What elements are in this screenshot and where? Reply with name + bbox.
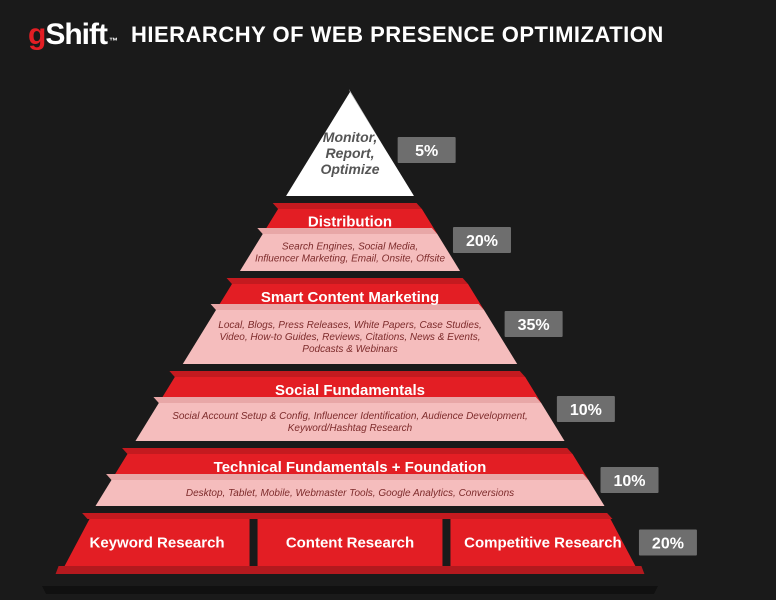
- logo: gShift™: [28, 18, 117, 52]
- pyramid-stage: Monitor,Report,Optimize 5% Distribution Sea…: [0, 66, 776, 600]
- base-bottomface: [56, 566, 645, 574]
- tier-technical-fundamentals-title-text: Technical Fundamentals + Foundation: [214, 459, 487, 476]
- tier-distribution-sub-front: [240, 234, 460, 271]
- tier-smart-content-title-topface: [227, 278, 468, 284]
- tier-technical-fundamentals-pct: 10%: [614, 473, 646, 490]
- pyramid-shadow: [42, 586, 658, 594]
- tier-social-fundamentals-title-topface: [169, 371, 525, 377]
- pyramid-svg: Monitor,Report,Optimize 5% Distribution Sea…: [0, 66, 776, 600]
- page-title: HIERARCHY OF WEB PRESENCE OPTIMIZATION: [131, 22, 664, 48]
- base-pct: 20%: [652, 536, 684, 553]
- tier-smart-content-sub-1: Video, How-to Guides, Reviews, Citations…: [219, 332, 480, 343]
- tier-smart-content-title-text: Smart Content Marketing: [261, 289, 439, 306]
- tier-technical-fundamentals-title-topface: [122, 448, 572, 454]
- logo-shift: Shift: [45, 18, 107, 52]
- tier-social-fundamentals-sub-0: Social Account Setup & Config, Influence…: [172, 411, 528, 422]
- tier-technical-fundamentals-sub-0: Desktop, Tablet, Mobile, Webmaster Tools…: [186, 488, 514, 499]
- header: gShift™ HIERARCHY OF WEB PRESENCE OPTIMI…: [0, 0, 776, 60]
- apex-pct: 5%: [415, 143, 438, 160]
- tier-social-fundamentals-sub-front: [135, 403, 564, 441]
- tier-distribution-title-text: Distribution: [308, 214, 392, 231]
- base-seg-1-label: Content Research: [286, 535, 414, 552]
- tier-social-fundamentals-sub-1: Keyword/Hashtag Research: [288, 423, 413, 434]
- base-seg-0-label: Keyword Research: [90, 535, 225, 552]
- tier-distribution-sub-1: Influencer Marketing, Email, Onsite, Off…: [255, 254, 446, 265]
- tier-smart-content-sub-2: Podcasts & Webinars: [302, 344, 397, 355]
- tier-smart-content-sub-0: Local, Blogs, Press Releases, White Pape…: [218, 320, 481, 331]
- logo-tm: ™: [109, 36, 117, 46]
- tier-smart-content-pct: 35%: [518, 317, 550, 334]
- tier-social-fundamentals-pct: 10%: [570, 402, 602, 419]
- base-topface: [82, 513, 612, 519]
- apex-line-2: Optimize: [320, 161, 379, 177]
- tier-distribution-pct: 20%: [466, 233, 498, 250]
- apex-line-0: Monitor,: [323, 129, 377, 145]
- tier-distribution-title-topface: [273, 203, 422, 209]
- base-seg-2-label: Competitive Research: [464, 535, 622, 552]
- apex-line-1: Report,: [326, 145, 375, 161]
- logo-g: g: [28, 18, 45, 52]
- tier-distribution-sub-0: Search Engines, Social Media,: [282, 242, 418, 253]
- tier-social-fundamentals-title-text: Social Fundamentals: [275, 382, 425, 399]
